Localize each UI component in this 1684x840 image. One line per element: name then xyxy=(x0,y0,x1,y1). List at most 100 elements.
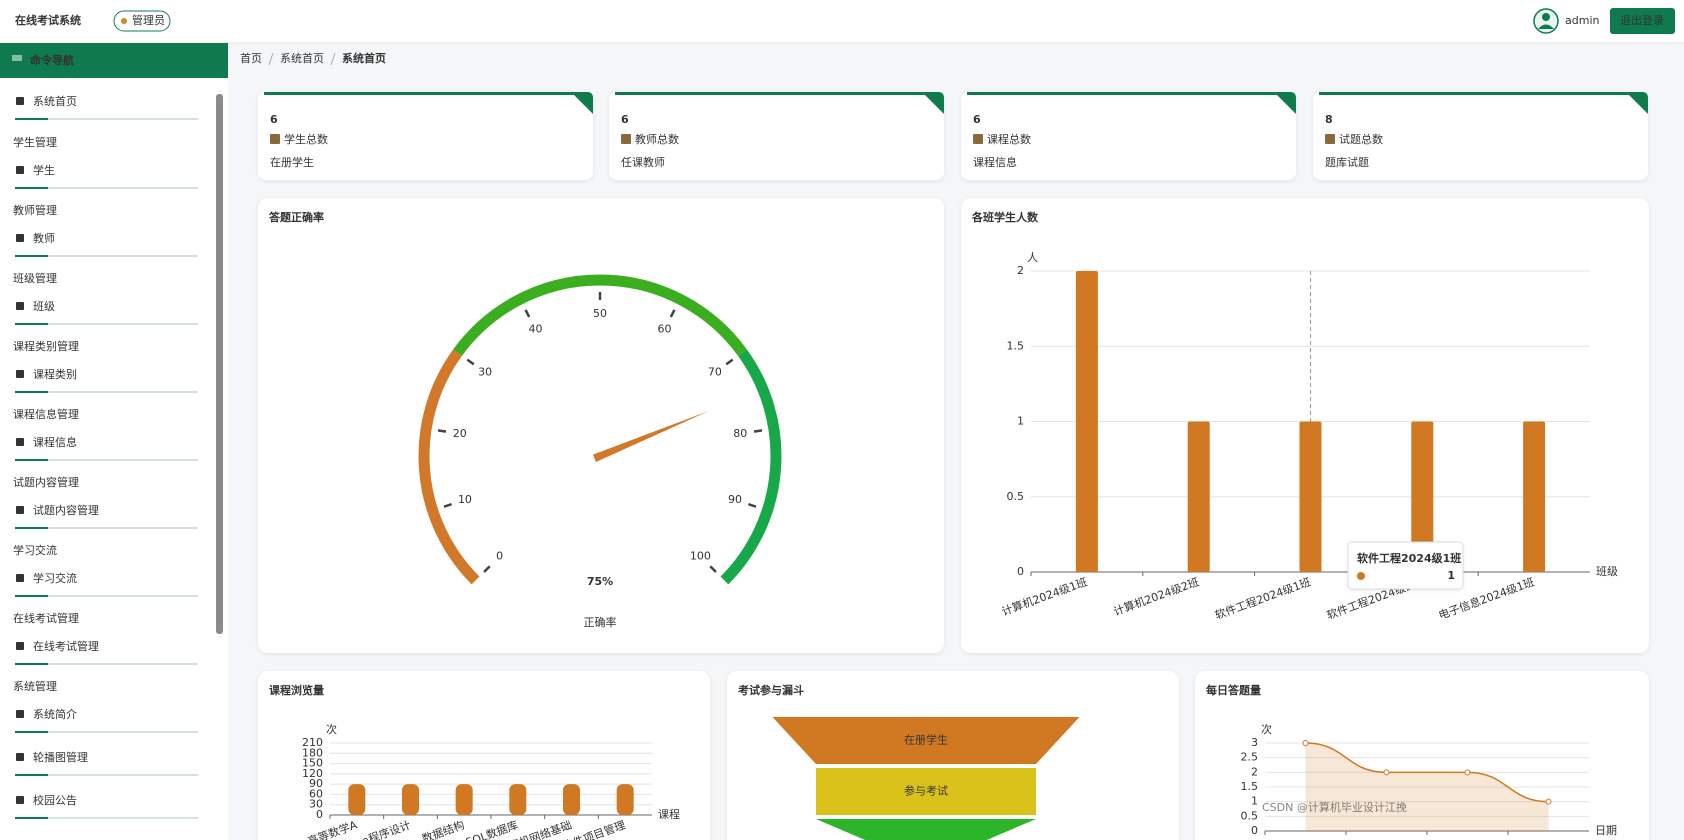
sidebar-scrollbar[interactable] xyxy=(216,94,223,634)
gauge-tick-label: 50 xyxy=(593,307,607,320)
menu-icon[interactable] xyxy=(16,796,24,804)
menu-item[interactable]: 系统简介 xyxy=(33,707,77,721)
bar[interactable] xyxy=(563,784,580,815)
stat-card-corner xyxy=(922,92,944,114)
y-tick-label: 90 xyxy=(309,777,323,790)
tooltip-value: 1 xyxy=(1447,569,1455,582)
bar[interactable] xyxy=(402,784,419,815)
y-axis-label: 次 xyxy=(326,722,337,736)
stat-value: 6 xyxy=(621,113,629,126)
menu-underline-active xyxy=(15,774,48,776)
tooltip-dot xyxy=(1357,572,1365,580)
bar[interactable] xyxy=(455,784,473,815)
stat-note: 课程信息 xyxy=(973,155,1017,169)
gauge-tick-label: 100 xyxy=(690,549,711,562)
bar[interactable] xyxy=(616,784,634,815)
bar[interactable] xyxy=(509,784,527,815)
stat-value: 6 xyxy=(270,113,278,126)
menu-item[interactable]: 课程信息 xyxy=(33,435,77,449)
gauge-tick xyxy=(443,503,453,508)
menu-item[interactable]: 轮播图管理 xyxy=(33,750,88,764)
menu-icon[interactable] xyxy=(16,642,24,650)
line-point[interactable] xyxy=(1383,769,1390,776)
menu-heading: 教师管理 xyxy=(13,203,57,217)
gauge-tick xyxy=(466,358,475,366)
menu-icon[interactable] xyxy=(16,166,24,174)
menu-icon[interactable] xyxy=(16,506,24,514)
chart-card xyxy=(1195,671,1649,840)
menu-icon[interactable] xyxy=(16,753,24,761)
y-tick-label: 30 xyxy=(309,798,323,811)
y-tick-label: 0 xyxy=(1017,565,1024,578)
gauge-tick xyxy=(753,429,763,433)
gauge-tick xyxy=(524,309,531,318)
menu-item[interactable]: 课程类别 xyxy=(33,367,77,381)
stat-card xyxy=(609,92,944,180)
y-axis-label: 人 xyxy=(1027,251,1038,264)
x-axis-label: 日期 xyxy=(1595,824,1617,837)
gauge-tick xyxy=(437,429,447,433)
logout-label[interactable]: 退出登录 xyxy=(1620,13,1664,27)
sidebar-title: 命令导航 xyxy=(29,53,74,67)
bar[interactable] xyxy=(1075,271,1098,572)
menu-icon[interactable] xyxy=(16,370,24,378)
menu-icon[interactable] xyxy=(16,574,24,582)
menu-icon[interactable] xyxy=(16,710,24,718)
menu-heading: 课程信息管理 xyxy=(13,407,79,421)
menu-underline xyxy=(15,323,198,325)
menu-item[interactable]: 学习交流 xyxy=(33,571,77,585)
header xyxy=(0,0,1684,43)
menu-item[interactable]: 校园公告 xyxy=(33,793,77,807)
chart-title: 答题正确率 xyxy=(269,210,324,224)
y-tick-label: 120 xyxy=(302,767,323,780)
line-point[interactable] xyxy=(1302,740,1309,746)
bar[interactable] xyxy=(1411,421,1434,573)
menu-icon[interactable] xyxy=(16,234,24,242)
menu-item[interactable]: 试题内容管理 xyxy=(33,503,99,517)
menu-underline xyxy=(15,255,198,257)
gauge-tick xyxy=(709,565,717,573)
stat-card-top xyxy=(967,92,1290,95)
menu-icon[interactable] xyxy=(16,97,24,105)
menu-item[interactable]: 班级 xyxy=(33,300,55,313)
bar[interactable] xyxy=(348,784,366,815)
menu-item[interactable]: 学生 xyxy=(33,163,55,177)
line-point[interactable] xyxy=(1545,798,1552,805)
breadcrumb-item[interactable]: 首页 xyxy=(240,51,262,65)
line-area xyxy=(1305,743,1549,831)
funnel-stage[interactable] xyxy=(815,768,1037,815)
menu-underline xyxy=(15,731,198,733)
stat-icon xyxy=(270,134,280,144)
breadcrumb-item[interactable]: 系统首页 xyxy=(280,51,324,65)
logout-button[interactable] xyxy=(1610,8,1675,34)
x-axis-label: 课程 xyxy=(658,808,680,821)
breadcrumb-item[interactable]: 系统首页 xyxy=(342,51,386,65)
gauge-tick xyxy=(725,358,734,366)
menu-item[interactable]: 教师 xyxy=(33,232,55,245)
role-dot xyxy=(121,18,127,24)
y-tick-label: 0.5 xyxy=(1241,809,1259,822)
stat-card-top xyxy=(615,92,938,95)
menu-item[interactable]: 系统首页 xyxy=(33,94,77,108)
menu-icon[interactable] xyxy=(16,302,24,310)
menu-heading: 系统管理 xyxy=(13,679,57,693)
menu-item[interactable]: 在线考试管理 xyxy=(33,639,99,653)
line-point[interactable] xyxy=(1464,769,1471,776)
gauge-tick xyxy=(483,565,491,573)
bar[interactable] xyxy=(1299,421,1322,573)
y-tick-label: 1.5 xyxy=(1007,339,1025,352)
menu-icon[interactable] xyxy=(16,438,24,446)
menu-underline-active xyxy=(15,663,48,665)
stat-card-corner xyxy=(571,92,593,114)
bar[interactable] xyxy=(1187,421,1210,573)
gauge-tick xyxy=(747,503,757,508)
gauge-tick-label: 0 xyxy=(496,549,503,562)
stat-card-top xyxy=(1319,92,1642,95)
gauge-tick-label: 80 xyxy=(733,427,747,440)
menu-underline-active xyxy=(15,255,48,257)
funnel-stage[interactable] xyxy=(815,819,1037,840)
funnel-stage[interactable] xyxy=(772,717,1080,764)
y-tick-label: 2 xyxy=(1017,264,1024,277)
bar[interactable] xyxy=(1523,421,1546,573)
